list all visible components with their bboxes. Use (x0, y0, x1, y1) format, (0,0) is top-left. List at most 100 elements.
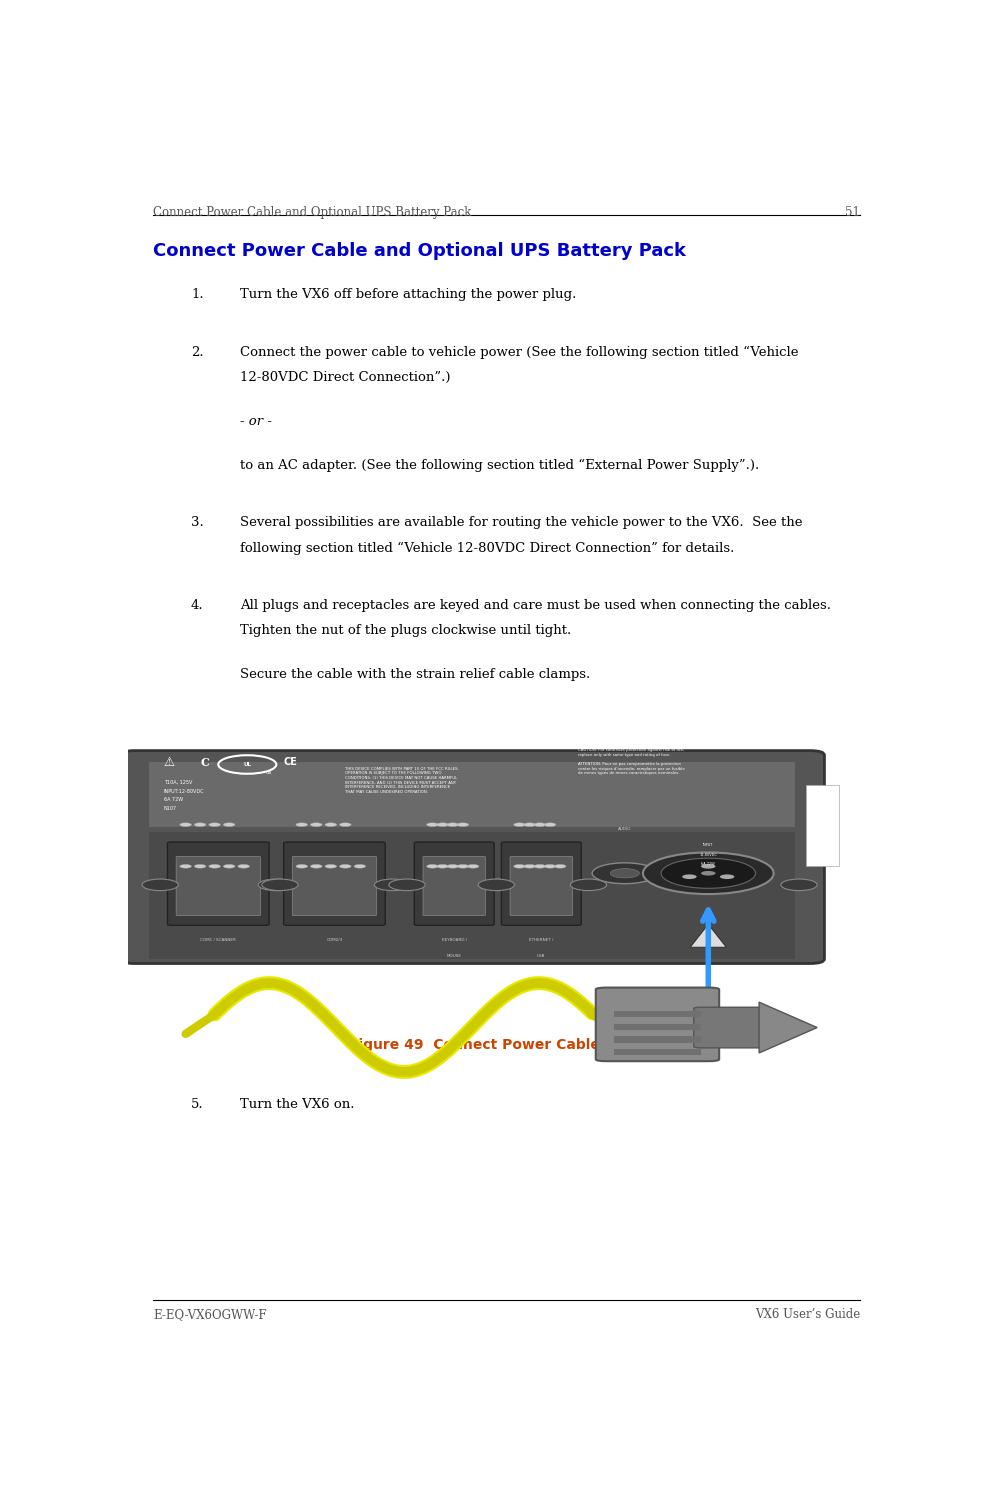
Circle shape (258, 879, 294, 891)
Bar (614, 1036, 701, 1042)
FancyBboxPatch shape (168, 842, 269, 926)
Text: COM2/3: COM2/3 (327, 938, 342, 942)
Text: 3.: 3. (191, 517, 204, 529)
Circle shape (310, 864, 322, 867)
Circle shape (339, 823, 351, 827)
Text: Tighten the nut of the plugs clockwise until tight.: Tighten the nut of the plugs clockwise u… (240, 624, 572, 638)
Circle shape (524, 823, 536, 827)
Circle shape (514, 823, 526, 827)
Text: 6A 72W: 6A 72W (164, 797, 182, 802)
Text: USB: USB (537, 954, 545, 959)
Text: 51: 51 (846, 206, 860, 218)
Text: Secure the cable with the strain relief cable clamps.: Secure the cable with the strain relief … (240, 667, 591, 681)
Text: 5.: 5. (191, 1097, 204, 1111)
Circle shape (534, 864, 545, 867)
Bar (614, 1011, 701, 1017)
Circle shape (682, 875, 697, 879)
Text: Turn the VX6 off before attaching the power plug.: Turn the VX6 off before attaching the po… (240, 288, 577, 302)
Bar (614, 1050, 701, 1056)
Text: 12-80VDC Direct Connection”.): 12-80VDC Direct Connection”.) (240, 372, 451, 384)
Circle shape (142, 879, 179, 891)
Circle shape (544, 864, 556, 867)
Text: - or -: - or - (240, 415, 273, 428)
Circle shape (180, 864, 191, 867)
Circle shape (593, 863, 657, 884)
Text: N107: N107 (164, 806, 177, 811)
Bar (149, 763, 796, 827)
FancyBboxPatch shape (292, 857, 377, 915)
FancyBboxPatch shape (501, 842, 582, 926)
Text: Turn the VX6 on.: Turn the VX6 on. (240, 1097, 355, 1111)
Polygon shape (759, 1002, 817, 1053)
Circle shape (544, 823, 556, 827)
Text: 2.: 2. (191, 346, 204, 358)
Circle shape (701, 864, 715, 869)
Circle shape (610, 869, 640, 878)
Circle shape (310, 823, 322, 827)
Circle shape (514, 864, 526, 867)
Text: 1.: 1. (191, 288, 204, 302)
Circle shape (325, 864, 336, 867)
Circle shape (237, 864, 249, 867)
Text: Connect Power Cable and Optional UPS Battery Pack: Connect Power Cable and Optional UPS Bat… (153, 206, 472, 218)
Circle shape (524, 864, 536, 867)
Circle shape (224, 864, 235, 867)
Text: 6A 72W: 6A 72W (701, 861, 715, 866)
Text: Connect Power Cable and Optional UPS Battery Pack: Connect Power Cable and Optional UPS Bat… (153, 242, 686, 260)
Text: UL: UL (243, 761, 251, 767)
FancyBboxPatch shape (121, 751, 824, 963)
Text: MOUSE: MOUSE (446, 954, 462, 959)
FancyBboxPatch shape (177, 857, 260, 915)
Circle shape (720, 875, 735, 879)
Text: ⚠: ⚠ (164, 755, 175, 769)
Circle shape (554, 864, 566, 867)
Circle shape (643, 853, 774, 894)
FancyBboxPatch shape (510, 857, 573, 915)
Circle shape (224, 823, 235, 827)
Circle shape (262, 879, 298, 891)
Text: CAUTION: For continues protection against risk of fire,
replace only with same t: CAUTION: For continues protection agains… (578, 748, 685, 775)
Circle shape (457, 864, 469, 867)
FancyBboxPatch shape (284, 842, 386, 926)
Circle shape (447, 823, 458, 827)
Text: Several possibilities are available for routing the vehicle power to the VX6.  S: Several possibilities are available for … (240, 517, 803, 529)
Circle shape (427, 864, 439, 867)
Bar (806, 785, 839, 866)
Text: INPUT: INPUT (703, 844, 713, 848)
Circle shape (534, 823, 545, 827)
Text: ETHERNET /: ETHERNET / (529, 938, 553, 942)
Bar (149, 832, 796, 959)
Circle shape (661, 858, 755, 888)
Circle shape (296, 864, 308, 867)
Text: INPUT:12-80VDC: INPUT:12-80VDC (164, 788, 204, 794)
Circle shape (457, 823, 469, 827)
Circle shape (484, 879, 520, 891)
Circle shape (339, 864, 351, 867)
Circle shape (427, 823, 439, 827)
Text: T10A, 125V: T10A, 125V (164, 779, 192, 784)
Text: 12-80VDC: 12-80VDC (699, 853, 717, 857)
Circle shape (194, 823, 206, 827)
Text: 4.: 4. (191, 599, 204, 612)
Text: following section titled “Vehicle 12-80VDC Direct Connection” for details.: following section titled “Vehicle 12-80V… (240, 542, 735, 554)
Text: Figure 49  Connect Power Cable to VX6: Figure 49 Connect Power Cable to VX6 (349, 1038, 656, 1053)
FancyBboxPatch shape (414, 842, 494, 926)
Text: COM1 / SCANNER: COM1 / SCANNER (200, 938, 236, 942)
Text: !: ! (706, 935, 710, 941)
Circle shape (194, 864, 206, 867)
Circle shape (781, 879, 817, 891)
Text: E-EQ-VX6OGWW-F: E-EQ-VX6OGWW-F (153, 1308, 267, 1321)
Circle shape (467, 864, 479, 867)
Circle shape (388, 879, 425, 891)
Circle shape (478, 879, 514, 891)
Circle shape (209, 823, 221, 827)
Text: C: C (200, 757, 209, 767)
Text: VX6 User’s Guide: VX6 User’s Guide (754, 1308, 860, 1321)
Text: us: us (266, 770, 272, 775)
Text: to an AC adapter. (See the following section titled “External Power Supply”.).: to an AC adapter. (See the following sec… (240, 458, 759, 472)
Circle shape (325, 823, 336, 827)
Text: KEYBOARD /: KEYBOARD / (441, 938, 467, 942)
Polygon shape (691, 924, 726, 948)
Text: All plugs and receptacles are keyed and care must be used when connecting the ca: All plugs and receptacles are keyed and … (240, 599, 832, 612)
FancyBboxPatch shape (694, 1008, 766, 1048)
